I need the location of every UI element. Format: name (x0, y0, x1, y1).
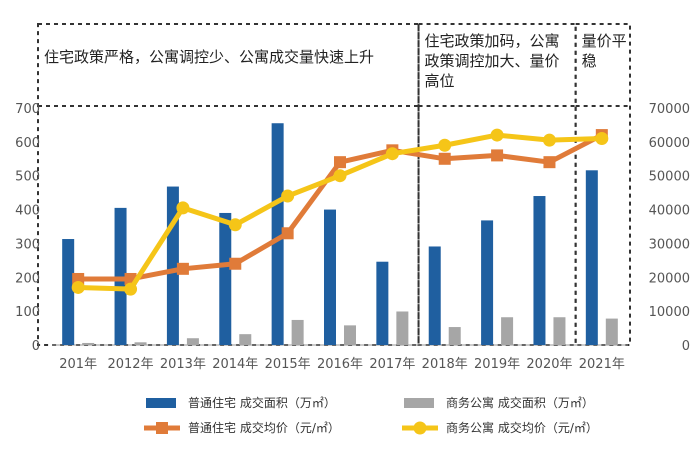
y-left-tick: 200 (15, 271, 40, 286)
bar-apartment-area (344, 325, 356, 345)
bar-apartment-area (605, 318, 618, 345)
x-tick-label: 201年 (59, 357, 97, 372)
x-tick-label: 2020年 (526, 357, 572, 372)
y-left-tick: 100 (15, 305, 40, 320)
point-residential-price (438, 152, 451, 165)
y-right-tick: 30000 (649, 237, 690, 252)
legend-label: 普通住宅 成交面积（万㎡） (188, 395, 336, 410)
bar-apartment-area (396, 311, 409, 345)
point-residential-price (229, 257, 242, 270)
point-apartment-price (71, 280, 85, 294)
x-tick-label: 2018年 (422, 357, 468, 372)
y-left-tick: 400 (15, 204, 40, 219)
point-residential-price (334, 156, 346, 169)
y-right-tick: 20000 (649, 271, 690, 286)
point-apartment-price (542, 133, 556, 147)
legend-item-2: 商务公寓 成交面积（万㎡） (404, 395, 594, 410)
bar-residential-area (428, 246, 441, 345)
legend-item-1: 普通住宅 成交面积（万㎡） (146, 395, 336, 410)
period-label-1: 住宅政策严格，公寓调控少、公寓成交量快速上升 (44, 48, 374, 66)
bar-residential-area (585, 170, 598, 345)
legend-label: 商务公寓 成交均价（元/㎡） (446, 420, 598, 435)
y-left-tick: 600 (15, 136, 40, 151)
bar-residential-area (481, 220, 494, 345)
y-left-tick: 700 (15, 102, 40, 117)
x-tick-label: 2021年 (579, 357, 625, 372)
y-right-tick: 40000 (649, 204, 690, 219)
legend-item-3: 普通住宅 成交均价（元/㎡） (144, 420, 340, 435)
bar-residential-area (114, 207, 127, 345)
x-tick-label: 2013年 (160, 357, 206, 372)
point-apartment-price (176, 201, 190, 215)
bar-apartment-area (134, 342, 147, 345)
bar-residential-area (533, 196, 546, 345)
x-tick-label: 2015年 (265, 357, 311, 372)
point-residential-price (281, 227, 294, 240)
point-apartment-price (333, 169, 347, 183)
point-residential-price (176, 262, 189, 275)
legend-swatch (146, 398, 176, 408)
y-right-tick: 50000 (649, 170, 690, 185)
bar-apartment-area (448, 327, 461, 345)
bar-apartment-area (291, 319, 304, 345)
bar-apartment-area (186, 338, 199, 345)
period-box-3: 量价平稳 (574, 23, 631, 346)
bar-apartment-area (82, 342, 95, 345)
bar-apartment-area (501, 317, 514, 345)
legend-label: 商务公寓 成交面积（万㎡） (446, 395, 594, 410)
x-tick-label: 2017年 (369, 357, 415, 372)
y-left-tick: 500 (15, 170, 40, 185)
point-apartment-price (124, 282, 138, 296)
x-tick-label: 2014年 (212, 357, 258, 372)
y-left-tick: 0 (32, 339, 40, 354)
bar-residential-area (376, 261, 389, 345)
y-right-tick: 10000 (649, 305, 690, 320)
x-tick-label: 2012年 (107, 357, 153, 372)
legend-marker (413, 421, 427, 435)
y-right-tick: 60000 (649, 136, 690, 151)
point-residential-price (491, 149, 504, 162)
x-tick-label: 2016年 (317, 357, 363, 372)
period-label-2: 住宅政策加码，公寓政策调控加大、量价高位 (425, 32, 560, 90)
legend-label: 普通住宅 成交均价（元/㎡） (188, 420, 340, 435)
point-apartment-price (228, 218, 242, 232)
y-right-tick: 0 (682, 339, 690, 354)
x-tick-label: 2019年 (474, 357, 520, 372)
point-apartment-price (595, 131, 609, 145)
legend-swatch (404, 398, 434, 408)
period-label-3: 量价平稳 (582, 32, 627, 70)
legend-marker (156, 422, 168, 434)
bar-apartment-area (239, 334, 252, 345)
point-residential-price (543, 156, 556, 169)
bar-residential-area (62, 239, 75, 345)
point-apartment-price (438, 138, 452, 152)
bar-residential-area (324, 209, 336, 345)
point-apartment-price (281, 189, 295, 203)
bar-residential-area (219, 212, 232, 345)
point-apartment-price (385, 147, 399, 161)
y-right-tick: 70000 (649, 102, 690, 117)
y-left-tick: 300 (15, 237, 40, 252)
legend-item-4: 商务公寓 成交均价（元/㎡） (402, 420, 598, 435)
point-apartment-price (490, 128, 504, 142)
bar-apartment-area (553, 317, 566, 345)
period-box-2: 住宅政策加码，公寓政策调控加大、量价高位 (417, 23, 577, 346)
bar-residential-area (271, 123, 284, 345)
